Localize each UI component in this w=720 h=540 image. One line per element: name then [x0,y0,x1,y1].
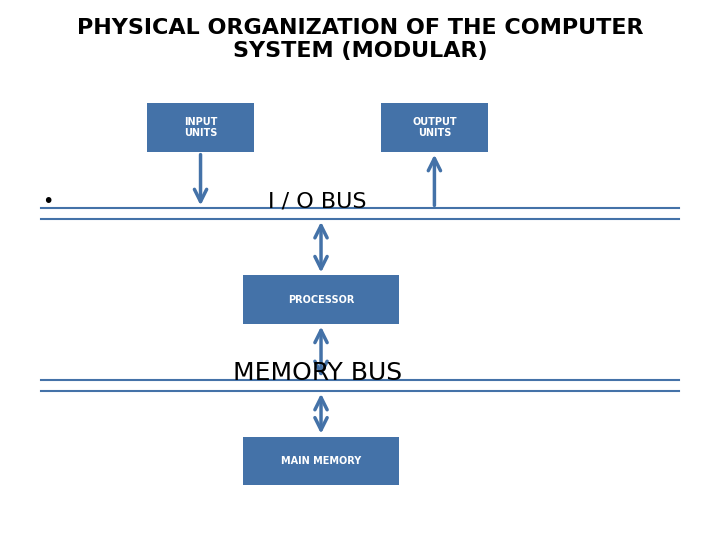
FancyBboxPatch shape [243,436,399,485]
Text: •: • [42,192,54,211]
FancyBboxPatch shape [382,104,487,152]
Text: MEMORY BUS: MEMORY BUS [233,361,402,385]
Text: OUTPUT
UNITS: OUTPUT UNITS [412,117,456,138]
Text: I / O BUS: I / O BUS [269,192,366,212]
FancyBboxPatch shape [243,275,399,323]
Text: PHYSICAL ORGANIZATION OF THE COMPUTER
SYSTEM (MODULAR): PHYSICAL ORGANIZATION OF THE COMPUTER SY… [77,17,643,60]
Text: PROCESSOR: PROCESSOR [288,294,354,305]
Text: MAIN MEMORY: MAIN MEMORY [281,456,361,465]
FancyBboxPatch shape [148,104,253,152]
Text: INPUT
UNITS: INPUT UNITS [184,117,217,138]
